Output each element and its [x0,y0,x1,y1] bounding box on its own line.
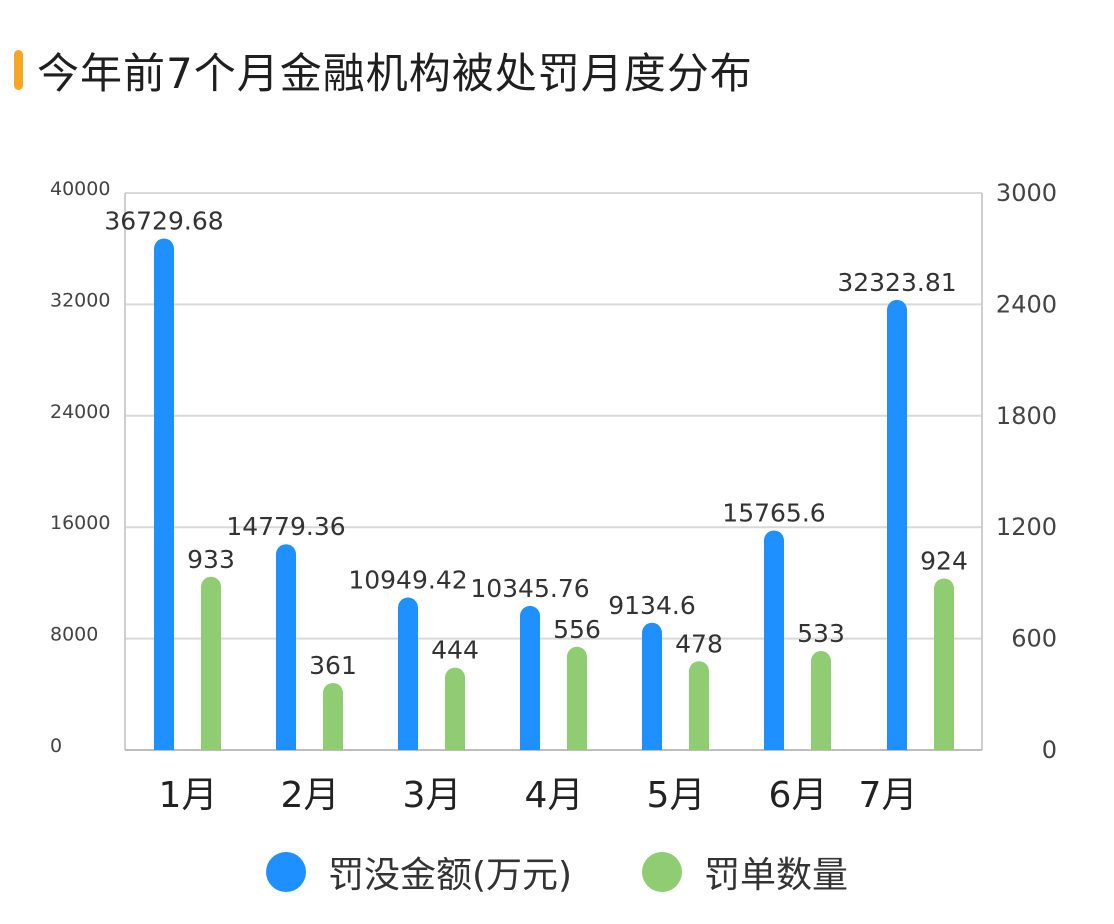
bar-count [445,667,465,750]
data-label-count: 533 [797,619,845,648]
data-label-count: 924 [920,546,968,575]
bar-count [567,646,587,750]
y-right-tick-label: 1800 [996,402,1057,430]
y-left-tick-label: 0 [50,735,62,757]
bar-amount [154,238,174,751]
y-right-tick-label: 0 [1042,736,1057,764]
legend-item-count[interactable]: 罚单数量 [642,846,848,898]
y-left-tick-label: 16000 [50,512,110,534]
bar-amount [887,299,907,750]
y-left-tick-label: 40000 [50,178,110,200]
title-area: 今年前7个月金融机构被处罚月度分布 [14,40,753,100]
data-label-count: 933 [187,545,235,574]
chart-title: 今年前7个月金融机构被处罚月度分布 [37,48,753,98]
data-label-count: 478 [675,629,723,658]
data-label-count: 556 [553,615,601,644]
bar-amount [764,530,784,750]
data-label-amount: 10345.76 [470,574,589,603]
bar-amount [276,544,296,750]
y-right-tick-label: 1200 [996,513,1057,541]
data-label-amount: 14779.36 [226,512,345,541]
data-label-amount: 32323.81 [837,268,956,297]
y-left-tick-label: 24000 [50,401,110,423]
y-left-tick-label: 8000 [50,624,98,646]
data-label-amount: 36729.68 [104,207,223,236]
legend-item-amount[interactable]: 罚没金额(万元) [265,846,573,898]
legend-marker-amount [265,852,306,892]
y-left-tick-label: 32000 [50,289,110,311]
data-label-amount: 9134.6 [608,591,695,620]
bar-amount [642,622,662,750]
bar-count [689,661,709,750]
y-right-tick-label: 2400 [996,290,1057,318]
y-right-tick-label: 600 [1011,625,1057,653]
x-tick-label: 5月 [647,775,706,816]
x-tick-label: 1月 [159,775,218,816]
title-accent-bar [14,50,23,90]
x-tick-label: 6月 [769,775,828,816]
data-label-count: 444 [431,636,479,665]
bar-count [323,682,343,750]
data-label-amount: 15765.6 [722,498,825,527]
bar-amount [398,597,418,750]
data-label-amount: 10949.42 [348,566,467,595]
bar-count [201,576,221,750]
legend-label-amount: 罚没金额(万元) [327,855,573,896]
x-tick-label: 7月 [859,775,918,816]
data-label-count: 361 [309,651,357,680]
bar-count [811,651,831,750]
bar-count [934,578,954,750]
x-tick-label: 4月 [525,775,584,816]
legend-label-count: 罚单数量 [704,855,849,896]
bar-amount [520,605,540,750]
y-right-tick-label: 3000 [996,179,1057,207]
legend: 罚没金额(万元) 罚单数量 [0,842,1114,902]
x-tick-label: 2月 [281,775,340,816]
x-tick-label: 3月 [403,775,462,816]
legend-marker-count [642,852,683,892]
